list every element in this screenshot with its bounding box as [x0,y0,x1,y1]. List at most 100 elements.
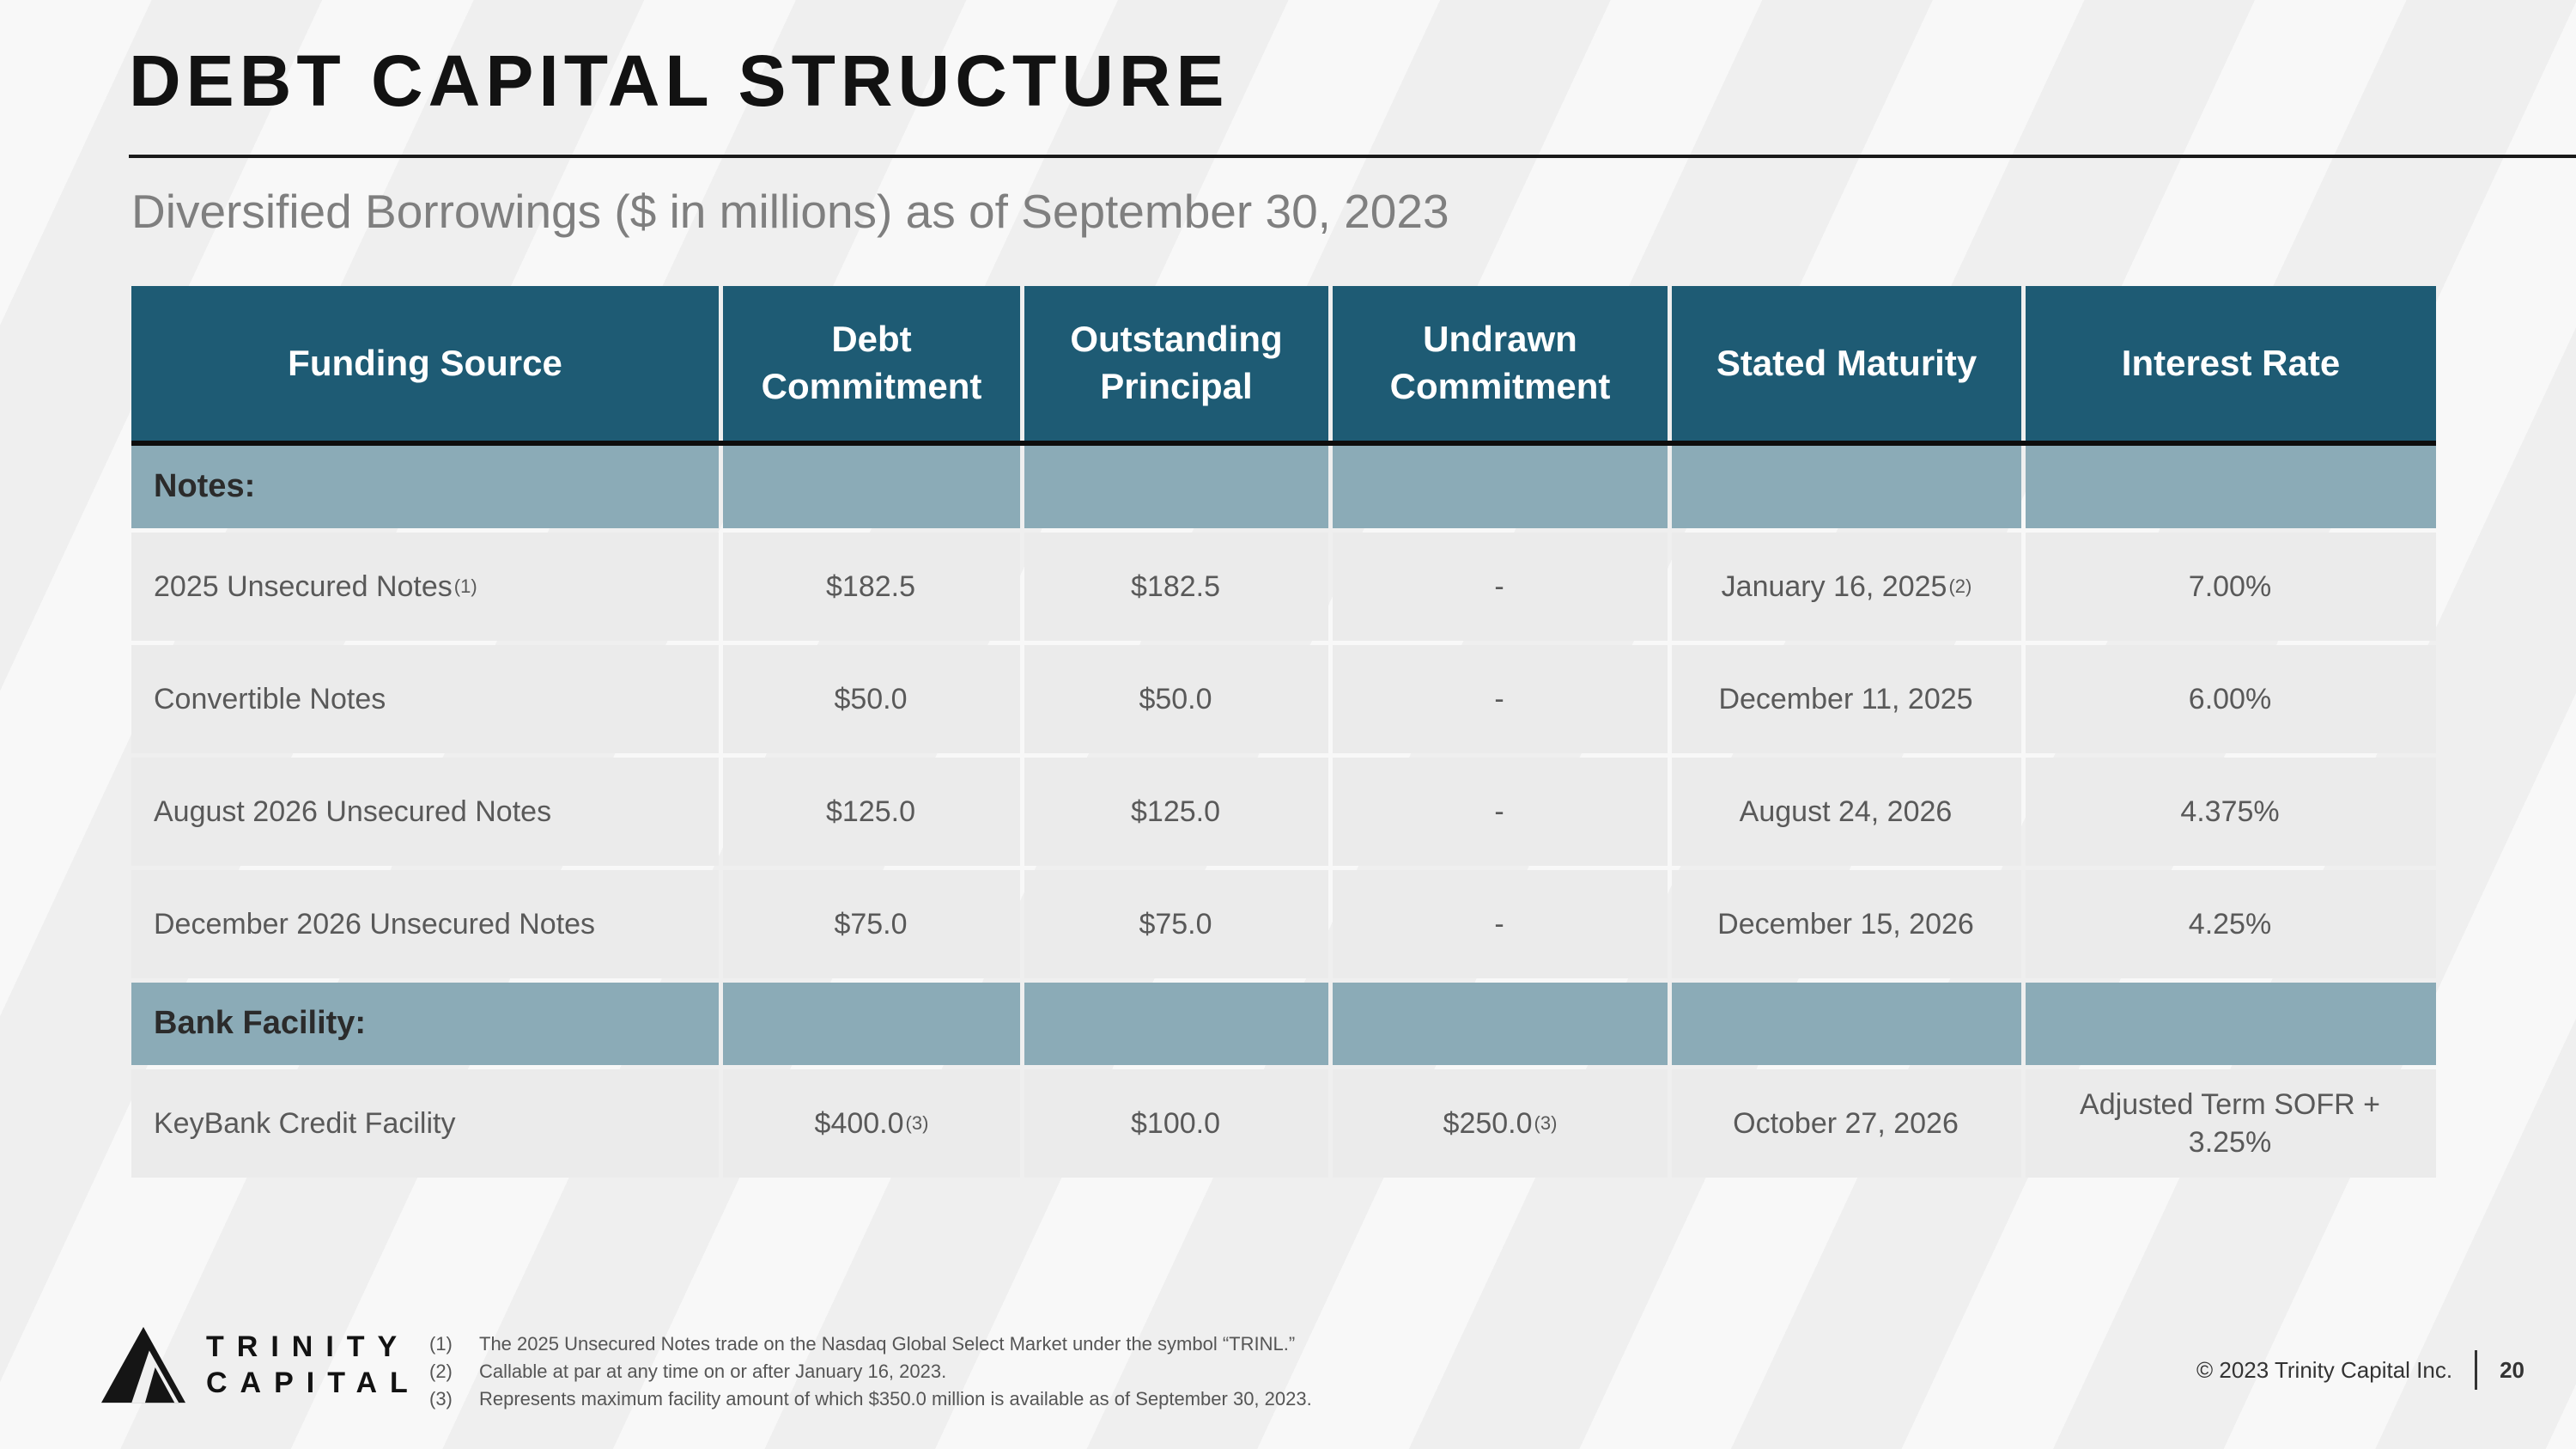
slide-subtitle: Diversified Borrowings ($ in millions) a… [131,185,1449,238]
cell-text: $125.0 [826,795,915,828]
cell-text: January 16, 2025 [1721,569,1947,603]
section-empty-cell [2026,446,2436,528]
borrowings-table: Funding Source Debt Commitment Outstandi… [131,286,2436,1178]
cell-text: $100.0 [1131,1106,1220,1140]
cell-text: August 24, 2026 [1739,795,1953,828]
cell-outstanding-principal: $100.0 [1024,1069,1328,1178]
cell-stated-maturity: October 27, 2026 [1672,1069,2021,1178]
cell-outstanding-principal: $75.0 [1024,870,1328,978]
table-row: December 2026 Unsecured Notes $75.0 $75.… [131,870,2436,978]
section-label-text: Notes: [154,468,256,505]
copyright-text: © 2023 Trinity Capital Inc. [2196,1356,2453,1383]
title-underline [129,155,2576,158]
footer-divider [2475,1350,2478,1390]
column-header-debt-commitment: Debt Commitment [723,286,1020,441]
cell-interest-rate: 7.00% [2026,533,2436,641]
section-empty-cell [723,983,1020,1065]
cell-text: Adjusted Term SOFR + 3.25% [2080,1087,2380,1159]
cell-interest-rate: 4.25% [2026,870,2436,978]
section-label-text: Bank Facility: [154,1005,367,1042]
cell-text: 4.375% [2180,795,2280,828]
cell-interest-rate: 6.00% [2026,645,2436,753]
footnote: (3) Represents maximum facility amount o… [429,1388,1312,1410]
cell-text: August 2026 Unsecured Notes [154,795,552,828]
section-empty-cell [1024,446,1328,528]
column-header-undrawn-commitment: Undrawn Commitment [1333,286,1668,441]
trinity-capital-logo: TRINITY CAPITAL [101,1326,421,1403]
footnote-text: Represents maximum facility amount of wh… [479,1388,1312,1409]
cell-stated-maturity: August 24, 2026 [1672,758,2021,866]
footnote: (1) The 2025 Unsecured Notes trade on th… [429,1333,1312,1355]
table-body: Notes: 2025 Unsecured Notes (1) $182.5 $1… [131,446,2436,1178]
column-header-interest-rate: Interest Rate [2026,286,2436,441]
table-row: 2025 Unsecured Notes (1) $182.5 $182.5 - … [131,533,2436,641]
cell-stated-maturity: December 15, 2026 [1672,870,2021,978]
section-row-notes: Notes: [131,446,2436,528]
section-empty-cell [1024,983,1328,1065]
cell-text: $75.0 [834,907,908,941]
cell-undrawn-commitment: $250.0 (3) [1333,1069,1668,1178]
cell-debt-commitment: $50.0 [723,645,1020,753]
cell-undrawn-commitment: - [1333,645,1668,753]
page-title: DEBT CAPITAL STRUCTURE [129,40,1230,121]
cell-text: - [1494,907,1504,941]
cell-text: - [1494,682,1504,715]
logo-word-capital: CAPITAL [206,1367,421,1399]
cell-funding-source: KeyBank Credit Facility [131,1069,719,1178]
cell-text: KeyBank Credit Facility [154,1106,456,1140]
section-empty-cell [2026,983,2436,1065]
footnote-number: (2) [429,1361,453,1382]
cell-text: December 11, 2025 [1718,682,1973,715]
cell-text: 7.00% [2188,569,2272,603]
section-empty-cell [723,446,1020,528]
table-row: Convertible Notes $50.0 $50.0 - December… [131,645,2436,753]
page-number: 20 [2500,1356,2524,1383]
cell-text: October 27, 2026 [1733,1106,1959,1140]
logo-word-trinity: TRINITY [206,1330,410,1363]
cell-outstanding-principal: $50.0 [1024,645,1328,753]
section-label: Bank Facility: [131,983,719,1065]
header-divider [131,441,2436,446]
cell-outstanding-principal: $182.5 [1024,533,1328,641]
cell-text: $250.0 [1443,1106,1533,1140]
footnotes: (1) The 2025 Unsecured Notes trade on th… [429,1333,1312,1416]
cell-undrawn-commitment: - [1333,870,1668,978]
cell-funding-source: December 2026 Unsecured Notes [131,870,719,978]
footnote-number: (1) [429,1333,453,1355]
table-header-row: Funding Source Debt Commitment Outstandi… [131,286,2436,441]
cell-text: $125.0 [1131,795,1220,828]
table-row: KeyBank Credit Facility $400.0 (3) $100.0… [131,1069,2436,1178]
cell-debt-commitment: $75.0 [723,870,1020,978]
section-row-bank-facility: Bank Facility: [131,983,2436,1065]
footnote-number: (3) [429,1388,453,1409]
footnote-text: Callable at par at any time on or after … [479,1361,947,1382]
cell-text: - [1494,569,1504,603]
cell-text: $400.0 [814,1106,904,1140]
trinity-logo-mark [101,1326,185,1403]
section-empty-cell [1672,983,2021,1065]
column-header-outstanding-principal: Outstanding Principal [1024,286,1328,441]
cell-text: Convertible Notes [154,682,386,715]
section-empty-cell [1672,446,2021,528]
cell-text: - [1494,795,1504,828]
column-header-stated-maturity: Stated Maturity [1672,286,2021,441]
footnote: (2) Callable at par at any time on or af… [429,1361,1312,1383]
cell-funding-source: 2025 Unsecured Notes (1) [131,533,719,641]
cell-stated-maturity: December 11, 2025 [1672,645,2021,753]
section-empty-cell [1333,446,1668,528]
cell-undrawn-commitment: - [1333,758,1668,866]
cell-interest-rate: Adjusted Term SOFR + 3.25% [2026,1069,2436,1178]
cell-debt-commitment: $400.0 (3) [723,1069,1020,1178]
section-label: Notes: [131,446,719,528]
cell-interest-rate: 4.375% [2026,758,2436,866]
cell-outstanding-principal: $125.0 [1024,758,1328,866]
cell-text: 6.00% [2188,682,2272,715]
cell-undrawn-commitment: - [1333,533,1668,641]
section-empty-cell [1333,983,1668,1065]
cell-text: $75.0 [1139,907,1212,941]
cell-text: $50.0 [1139,682,1212,715]
cell-text: December 2026 Unsecured Notes [154,907,596,941]
cell-text: $50.0 [834,682,908,715]
cell-debt-commitment: $125.0 [723,758,1020,866]
